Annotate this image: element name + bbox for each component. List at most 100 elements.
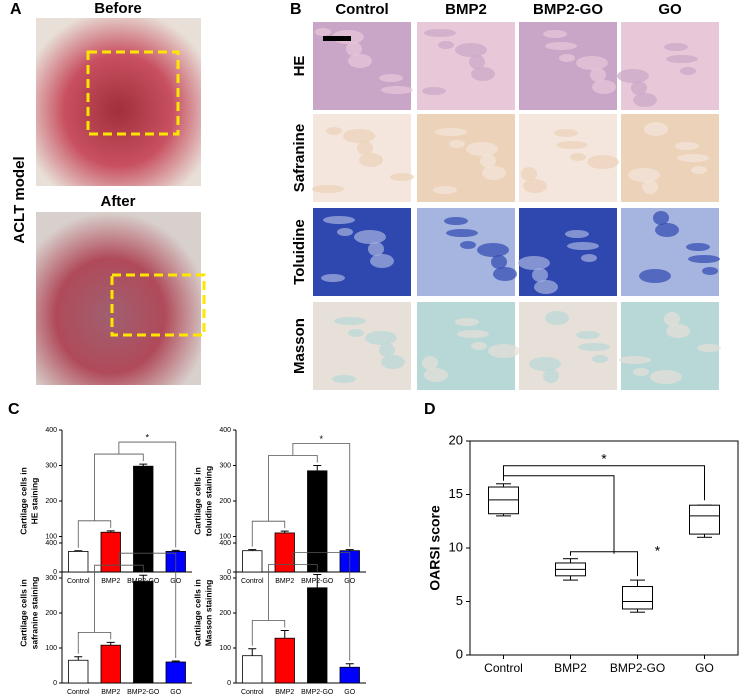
texture xyxy=(460,241,476,249)
texture xyxy=(323,216,355,224)
error-bar xyxy=(345,549,354,551)
annotation: * xyxy=(146,432,150,442)
error-bar xyxy=(171,660,180,662)
box xyxy=(689,504,720,535)
texture xyxy=(435,128,467,136)
texture xyxy=(433,186,457,194)
x-tick-label: BMP2 xyxy=(275,689,294,696)
texture xyxy=(455,43,487,57)
x-tick-label: GO xyxy=(170,689,181,696)
panel-letter: B xyxy=(290,1,302,18)
texture xyxy=(334,317,366,325)
texture xyxy=(480,154,496,168)
plot-frame xyxy=(469,440,739,656)
texture xyxy=(578,343,610,351)
texture xyxy=(315,28,331,36)
texture xyxy=(529,357,561,371)
bar xyxy=(165,661,186,684)
y-tick-label: 100 xyxy=(45,645,57,652)
error-bar xyxy=(74,656,83,661)
y-tick-label: 400 xyxy=(219,427,231,434)
y-tick-label: 200 xyxy=(219,498,231,505)
texture xyxy=(633,93,657,107)
box xyxy=(622,586,653,610)
texture xyxy=(590,68,606,82)
texture xyxy=(576,331,600,339)
x-tick-label: Control xyxy=(67,689,90,696)
texture xyxy=(567,242,599,250)
texture xyxy=(543,369,559,383)
texture xyxy=(446,229,478,237)
y-axis-label: Cartilage cells in xyxy=(192,467,202,535)
texture xyxy=(532,268,548,282)
texture xyxy=(321,274,345,282)
texture xyxy=(570,153,586,161)
texture xyxy=(523,179,547,193)
error-bar xyxy=(313,465,322,471)
y-tick-label: 300 xyxy=(219,575,231,582)
texture xyxy=(631,81,647,95)
y-tick-label: 0 xyxy=(227,569,231,576)
texture xyxy=(471,67,495,81)
texture xyxy=(697,344,721,352)
histology-image xyxy=(313,302,411,390)
x-tick-label: BMP2 xyxy=(554,661,587,675)
texture xyxy=(438,41,454,49)
texture xyxy=(359,153,383,167)
texture xyxy=(379,343,395,357)
texture xyxy=(639,269,671,283)
texture xyxy=(521,167,537,181)
histology-image xyxy=(417,22,515,110)
row-label: Toluidine xyxy=(291,219,308,285)
x-tick-label: Control xyxy=(241,578,264,585)
row-label: Safranine xyxy=(291,124,308,192)
texture xyxy=(691,166,707,174)
y-tick-label: 300 xyxy=(45,462,57,469)
y-tick-label: 20 xyxy=(449,432,463,447)
texture xyxy=(348,329,364,337)
annotation: * xyxy=(320,434,324,444)
texture xyxy=(666,55,698,63)
photo-label: Before xyxy=(94,0,142,17)
texture xyxy=(664,312,680,326)
y-axis-label: Masson staining xyxy=(203,580,213,647)
annotation: * xyxy=(655,542,661,558)
y-tick-label: 100 xyxy=(219,533,231,540)
texture xyxy=(565,230,589,238)
texture xyxy=(628,168,660,182)
histology-image xyxy=(519,208,617,296)
x-tick-label: GO xyxy=(695,661,714,675)
bracket xyxy=(292,552,351,661)
y-tick-label: 5 xyxy=(456,593,463,608)
y-axis-label: OARSI score xyxy=(427,505,443,591)
texture xyxy=(680,67,696,75)
texture xyxy=(469,55,485,69)
y-tick-label: 400 xyxy=(45,427,57,434)
row-label: Masson xyxy=(291,318,308,374)
texture xyxy=(354,230,386,244)
y-tick-label: 100 xyxy=(45,533,57,540)
texture xyxy=(545,311,569,325)
texture xyxy=(666,324,690,338)
texture xyxy=(444,217,468,225)
bracket xyxy=(503,465,705,501)
texture xyxy=(702,267,718,275)
texture xyxy=(449,140,465,148)
y-tick-label: 200 xyxy=(219,610,231,617)
texture xyxy=(491,255,507,269)
x-tick-label: Control xyxy=(67,578,90,585)
bar xyxy=(307,587,328,684)
scale-bar xyxy=(323,36,351,41)
texture xyxy=(677,154,709,162)
x-tick-label: GO xyxy=(344,689,355,696)
y-axis-label: toluidine staining xyxy=(203,466,213,536)
texture xyxy=(379,74,403,82)
annotation: * xyxy=(146,544,150,554)
y-tick-label: 200 xyxy=(45,610,57,617)
texture xyxy=(381,86,413,94)
texture xyxy=(466,142,498,156)
y-tick-label: 10 xyxy=(449,539,463,554)
bar xyxy=(133,581,154,684)
column-label: GO xyxy=(658,1,682,18)
texture xyxy=(518,256,550,270)
